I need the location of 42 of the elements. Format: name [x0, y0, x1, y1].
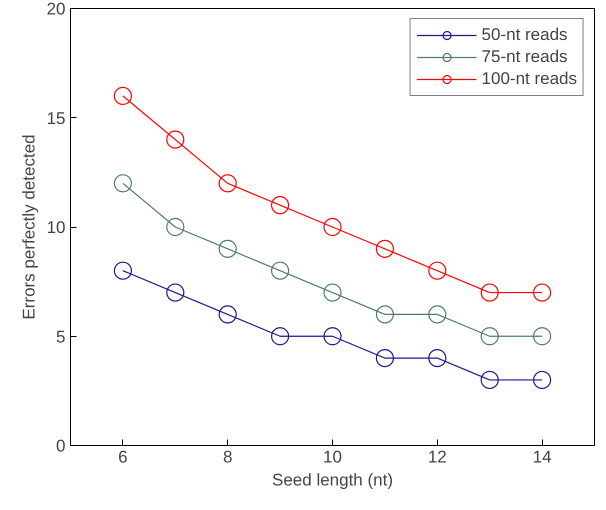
point — [480, 327, 499, 346]
point — [376, 305, 394, 324]
point — [533, 370, 552, 390]
y-tick-label: 10 — [46, 218, 66, 237]
point — [533, 327, 552, 346]
point — [271, 262, 290, 280]
point — [114, 174, 132, 192]
point — [218, 174, 237, 192]
x-tick-label: 8 — [222, 448, 232, 466]
x-tick-label: 14 — [532, 448, 552, 466]
point — [533, 283, 552, 302]
point — [376, 349, 394, 368]
point — [218, 305, 237, 324]
point — [323, 327, 342, 346]
y-tick-label: 0 — [56, 436, 66, 456]
point — [376, 240, 394, 258]
point — [166, 218, 184, 236]
y-tick-label: 5 — [56, 327, 66, 346]
x-tick-label: 12 — [428, 448, 447, 466]
y-axis-title: Errors perfectly detected — [20, 134, 39, 320]
point — [218, 240, 237, 258]
x-tick-label: 6 — [118, 448, 128, 466]
point — [166, 283, 184, 302]
point — [428, 262, 446, 280]
point — [480, 283, 499, 302]
x-axis-title: Seed length (nt) — [272, 470, 393, 490]
point — [323, 218, 342, 236]
point — [271, 327, 290, 346]
legend-label: 75-nt reads — [482, 47, 568, 67]
y-tick-label: 15 — [46, 108, 66, 128]
point — [271, 196, 290, 214]
point — [114, 86, 132, 105]
point — [428, 305, 446, 324]
point — [323, 283, 342, 302]
x-tick-label: 10 — [323, 448, 342, 466]
point — [166, 130, 184, 149]
legend-label: 100-nt reads — [482, 69, 577, 89]
y-tick-label: 20 — [46, 0, 66, 18]
point — [428, 349, 446, 368]
point — [114, 262, 132, 280]
legend-label: 50-nt reads — [482, 25, 568, 45]
point — [480, 370, 499, 390]
